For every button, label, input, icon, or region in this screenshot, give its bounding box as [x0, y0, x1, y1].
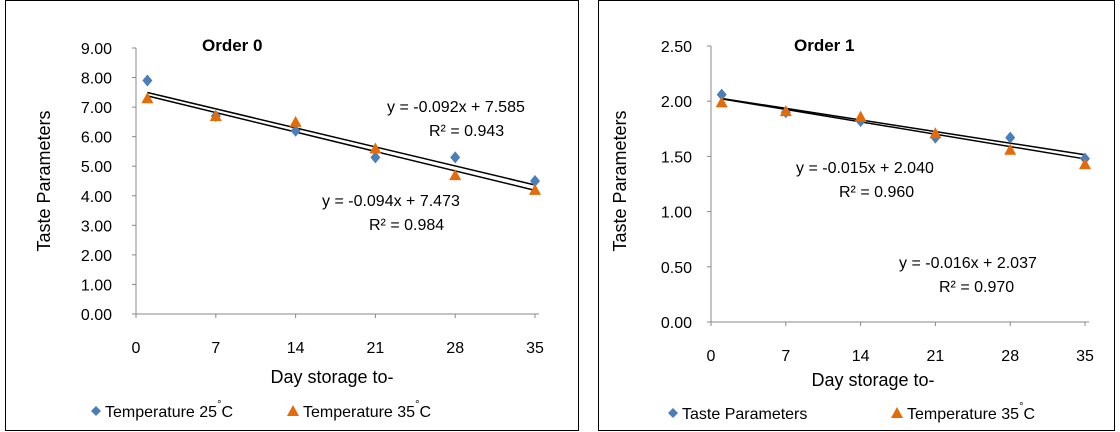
x-tick-label: 21	[927, 348, 945, 365]
legend-marker-triangle	[891, 407, 903, 418]
trendline-r2: R² = 0.960	[839, 184, 914, 201]
data-point-triangle	[1079, 158, 1091, 170]
legend: Temperature 25°C Temperature 35°C	[91, 399, 431, 421]
data-point-triangle	[289, 115, 302, 127]
data-point-triangle	[141, 92, 154, 104]
y-axis-label: Taste Parameters	[34, 110, 54, 251]
y-tick-label: 1.00	[81, 277, 112, 294]
data-point-triangle	[715, 96, 728, 108]
trendline-equation: y = -0.092x + 7.585	[387, 99, 525, 116]
data-point-diamond	[290, 124, 301, 137]
trendline	[721, 98, 1086, 160]
data-point-diamond	[530, 175, 540, 187]
y-tick-label: 5.00	[81, 159, 112, 176]
data-point-diamond	[450, 151, 461, 164]
y-tick-label: 2.50	[661, 39, 692, 56]
x-tick-label: 7	[211, 340, 220, 357]
y-tick-label: 1.50	[661, 149, 692, 166]
trendline-equation: y = -0.016x + 2.037	[899, 255, 1037, 272]
x-tick-label: 35	[1076, 348, 1094, 365]
y-tick-label: 9.00	[81, 41, 112, 58]
x-axis-label: Day storage to-	[270, 367, 393, 387]
x-tick-label: 21	[367, 340, 385, 357]
data-point-triangle	[854, 110, 867, 122]
y-tick-label: 2.00	[81, 248, 112, 265]
y-axis-label: Taste Parameters	[610, 110, 630, 251]
legend-marker-triangle	[287, 405, 299, 416]
chart-title: Order 0	[202, 36, 262, 55]
y-tick-label: 0.00	[661, 315, 692, 332]
x-tick-label: 35	[526, 340, 544, 357]
data-point-triangle	[369, 142, 382, 154]
trendline	[147, 95, 536, 192]
data-point-triangle	[929, 127, 942, 139]
y-tick-label: 4.00	[81, 189, 112, 206]
y-tick-label: 0.00	[81, 307, 112, 324]
x-tick-label: 0	[132, 340, 141, 357]
x-axis-label: Day storage to-	[811, 370, 934, 390]
x-tick-label: 14	[852, 348, 870, 365]
trendline	[721, 97, 1086, 156]
y-tick-label: 1.00	[661, 205, 692, 222]
y-tick-label: 3.00	[81, 218, 112, 235]
trendline-equation: y = -0.094x + 7.473	[322, 193, 460, 210]
x-tick-label: 28	[446, 340, 464, 357]
x-tick-label: 0	[707, 348, 716, 365]
data-point-diamond	[716, 88, 727, 101]
trendline-r2: R² = 0.970	[939, 279, 1014, 296]
data-point-triangle	[209, 109, 222, 121]
data-point-diamond	[370, 151, 381, 164]
y-tick-label: 2.00	[661, 94, 692, 111]
y-tick-label: 6.00	[81, 130, 112, 147]
chart-title: Order 1	[794, 36, 854, 55]
legend-label: Temperature 35°C	[303, 399, 431, 421]
legend-label: Taste Parameters	[682, 406, 807, 423]
y-tick-label: 0.50	[661, 260, 692, 277]
data-point-triangle	[779, 105, 792, 117]
legend-marker-diamond	[91, 406, 101, 416]
y-tick-label: 8.00	[81, 71, 112, 88]
chart-order-0: Order 0 Taste Parameters Day storage to-…	[34, 36, 544, 421]
x-tick-label: 14	[287, 340, 305, 357]
y-tick-label: 7.00	[81, 100, 112, 117]
chart-panel-order-0: Order 0 Taste Parameters Day storage to-…	[5, 0, 579, 431]
trendline	[147, 91, 536, 186]
x-tick-label: 7	[781, 348, 790, 365]
data-point-triangle	[529, 183, 541, 195]
legend-label: Temperature 35°C	[907, 401, 1035, 423]
chart-panel-order-1: Order 1 Taste Parameters Day storage to-…	[598, 0, 1115, 431]
data-point-triangle	[1004, 143, 1017, 155]
chart-order-1: Order 1 Taste Parameters Day storage to-…	[610, 36, 1094, 423]
x-tick-label: 28	[1001, 348, 1019, 365]
trendline-r2: R² = 0.984	[369, 217, 444, 234]
data-point-diamond	[1005, 131, 1016, 144]
data-point-triangle	[449, 169, 462, 181]
legend: Taste Parameters Temperature 35°C	[668, 401, 1035, 423]
legend-label: Temperature 25°C	[105, 399, 233, 421]
trendline-r2: R² = 0.943	[429, 123, 504, 140]
legend-marker-diamond	[668, 408, 678, 418]
data-point-diamond	[142, 74, 153, 87]
trendline-equation: y = -0.015x + 2.040	[796, 160, 934, 177]
